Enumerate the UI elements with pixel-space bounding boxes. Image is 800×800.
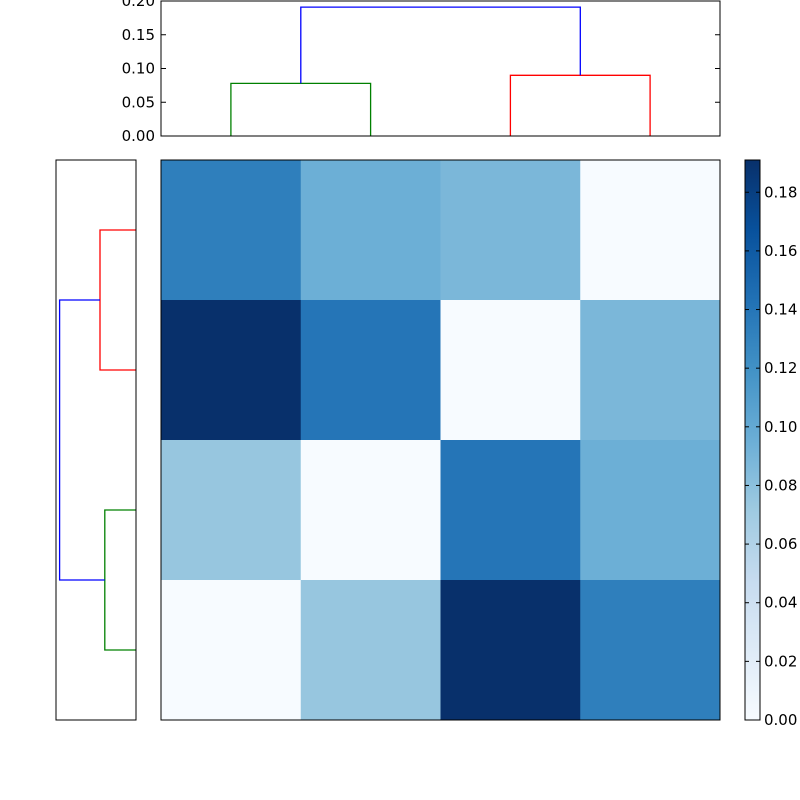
colorbar-tick-label: 0.02 [764, 652, 797, 670]
heatmap-cell [300, 160, 441, 301]
colorbar-gradient [744, 159, 761, 721]
colorbar-tick-label: 0.04 [764, 594, 797, 612]
heatmap-cell [300, 440, 441, 581]
heatmap-cell [580, 440, 721, 581]
heatmap-cell [300, 580, 441, 721]
heatmap-cell [161, 160, 302, 301]
colorbar-tick-label: 0.12 [764, 359, 797, 377]
left-dendrogram-frame [55, 159, 137, 721]
colorbar-tick-label: 0.08 [764, 476, 797, 494]
heatmap-cell [440, 440, 581, 581]
colorbar-tick-label: 0.10 [764, 418, 797, 436]
top-dendrogram-link [509, 74, 651, 136]
heatmap-cell [161, 440, 302, 581]
top-dendrogram-tick-label: 0.10 [122, 60, 155, 78]
colorbar-tick-label: 0.18 [764, 183, 797, 201]
heatmap-cell [440, 300, 581, 441]
heatmap [160, 159, 721, 721]
heatmap-cell [440, 580, 581, 721]
colorbar-tick-label: 0.14 [764, 301, 797, 319]
heatmap-cell [580, 300, 721, 441]
heatmap-cell [580, 580, 721, 721]
top-dendrogram-link [300, 6, 581, 84]
top-dendrogram-tick-label: 0.15 [122, 26, 155, 44]
top-dendrogram-tick-label: 0.20 [122, 0, 155, 10]
top-dendrogram-link [230, 82, 372, 136]
top-dendrogram-tick-label: 0.00 [122, 127, 155, 145]
heatmap-cell [440, 160, 581, 301]
heatmap-cell [161, 300, 302, 441]
left-dendrogram-link [104, 509, 136, 651]
left-dendrogram [55, 159, 137, 721]
colorbar-tick-label: 0.06 [764, 535, 797, 553]
heatmap-cell [580, 160, 721, 301]
heatmap-cell [161, 580, 302, 721]
left-dendrogram-link [99, 229, 136, 371]
heatmap-cell [300, 300, 441, 441]
colorbar: 0.00 0.02 0.04 0.06 0.08 0.10 0.12 0.14 0.16 0.18 [744, 159, 797, 729]
top-dendrogram-frame [160, 0, 721, 137]
colorbar-tick-label: 0.00 [764, 711, 797, 729]
top-dendrogram: 0.00 0.05 0.10 0.15 0.20 [122, 0, 721, 145]
colorbar-tick-label: 0.16 [764, 242, 797, 260]
heatmap-frame [160, 159, 721, 721]
top-dendrogram-tick-label: 0.05 [122, 93, 155, 111]
left-dendrogram-link [58, 299, 105, 581]
